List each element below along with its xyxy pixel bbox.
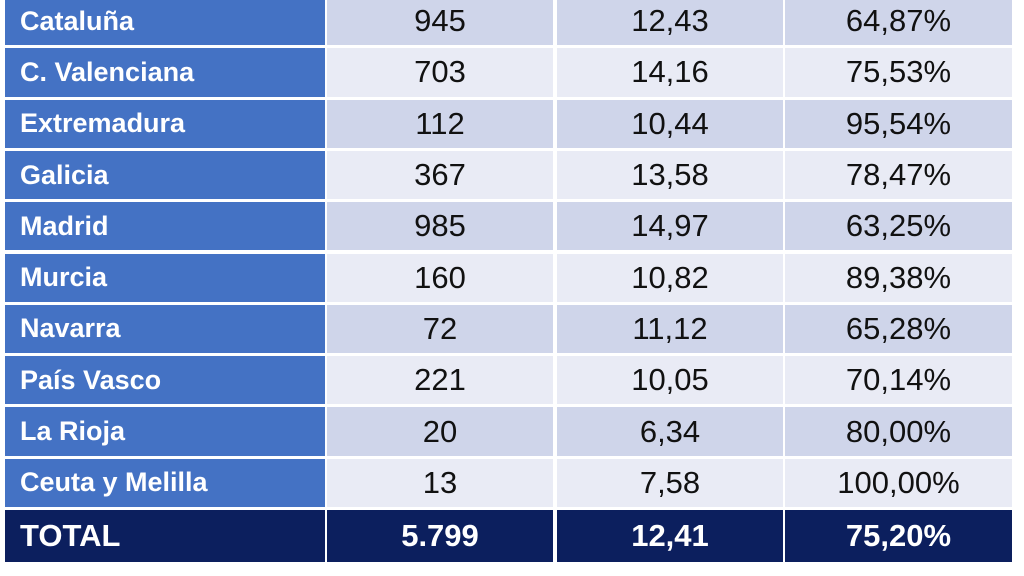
row-label: Galicia xyxy=(5,150,325,200)
table-cell: 78,47% xyxy=(785,150,1012,200)
table-cell: 70,14% xyxy=(785,356,1012,405)
row-label: C. Valenciana xyxy=(5,48,325,97)
table-cell: 945 xyxy=(327,0,553,46)
table-cell: 80,00% xyxy=(785,407,1012,456)
row-label: Ceuta y Melilla xyxy=(5,458,325,507)
table-cell: 112 xyxy=(327,99,553,148)
table-cell: 89,38% xyxy=(785,253,1012,302)
table-cell: 703 xyxy=(327,48,553,97)
table-cell: 65,28% xyxy=(785,304,1012,354)
table-cell: 10,44 xyxy=(557,99,783,148)
total-label: TOTAL xyxy=(5,510,325,562)
table-cell: 10,82 xyxy=(557,253,783,302)
table-cell: 13,58 xyxy=(557,150,783,200)
row-label: La Rioja xyxy=(5,407,325,456)
total-cell: 5.799 xyxy=(327,510,553,562)
table-cell: 63,25% xyxy=(785,202,1012,251)
table-cell: 95,54% xyxy=(785,99,1012,148)
table-cell: 7,58 xyxy=(557,458,783,507)
table-cell: 160 xyxy=(327,253,553,302)
row-label: País Vasco xyxy=(5,356,325,405)
total-cell: 12,41 xyxy=(557,510,783,562)
table-cell: 11,12 xyxy=(557,304,783,354)
table-cell: 12,43 xyxy=(557,0,783,46)
table-cell: 6,34 xyxy=(557,407,783,456)
total-cell: 75,20% xyxy=(785,510,1012,562)
table-cell: 20 xyxy=(327,407,553,456)
table-cell: 985 xyxy=(327,202,553,251)
table-cell: 100,00% xyxy=(785,458,1012,507)
row-label: Navarra xyxy=(5,304,325,354)
table-cell: 64,87% xyxy=(785,0,1012,46)
table-cell: 75,53% xyxy=(785,48,1012,97)
table-cell: 221 xyxy=(327,356,553,405)
table-cell: 14,16 xyxy=(557,48,783,97)
table-cell: 367 xyxy=(327,150,553,200)
row-label: Extremadura xyxy=(5,99,325,148)
table-cell: 14,97 xyxy=(557,202,783,251)
row-label: Madrid xyxy=(5,202,325,251)
row-label: Cataluña xyxy=(5,0,325,46)
row-label: Murcia xyxy=(5,253,325,302)
table-cell: 13 xyxy=(327,458,553,507)
table-cell: 10,05 xyxy=(557,356,783,405)
table-cell: 72 xyxy=(327,304,553,354)
